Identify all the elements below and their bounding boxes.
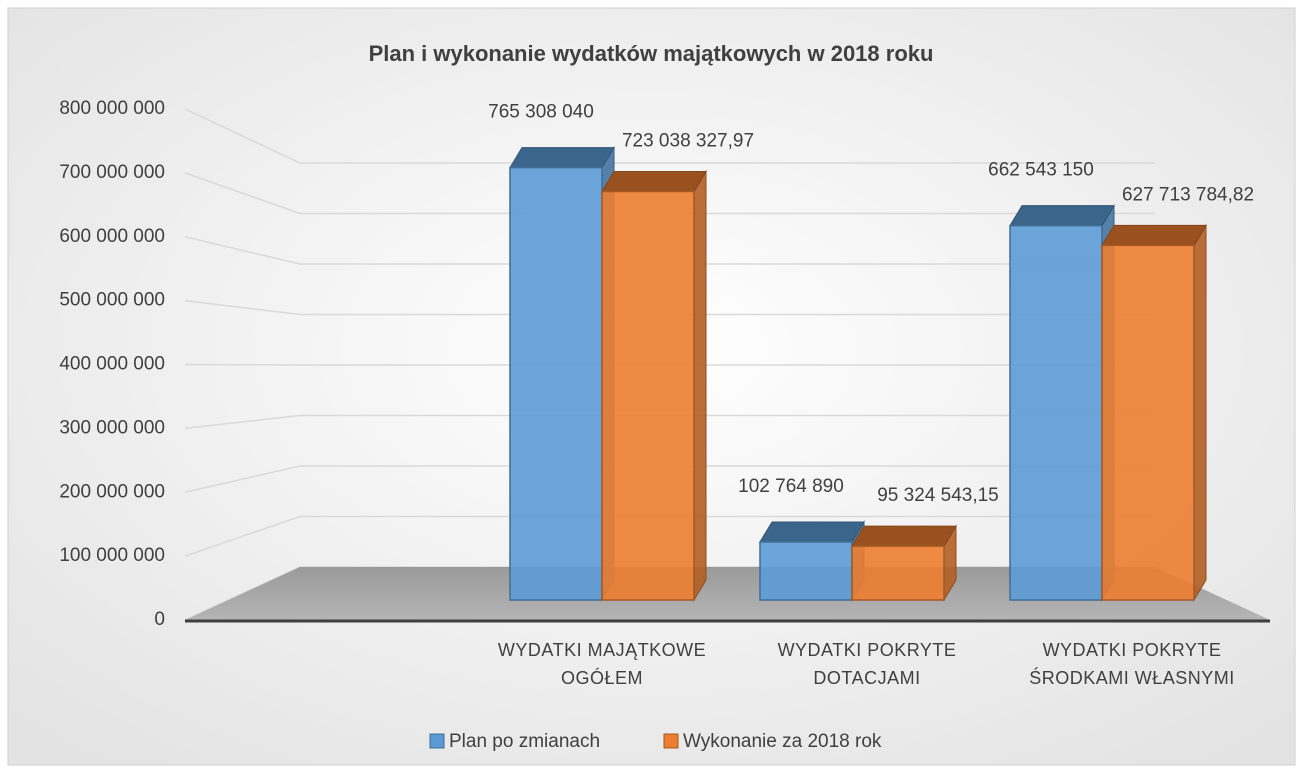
bar-top	[759, 521, 865, 543]
bar	[601, 190, 695, 601]
bar	[759, 541, 853, 601]
grid-line	[184, 172, 1155, 215]
bar-top	[851, 525, 957, 547]
bar	[509, 166, 603, 601]
grid	[184, 108, 1155, 621]
y-tick-label: 300 000 000	[59, 417, 165, 438]
data-label: 765 308 040	[488, 102, 594, 123]
bar-top	[601, 170, 707, 192]
chart-title: Plan i wykonanie wydatków majątkowych w …	[369, 41, 934, 66]
data-label: 95 324 543,15	[877, 485, 999, 506]
bar-side	[693, 169, 707, 602]
y-tick-label: 800 000 000	[59, 98, 165, 119]
y-tick-label: 500 000 000	[59, 290, 165, 311]
legend-swatch	[429, 733, 445, 749]
y-tick-label: 200 000 000	[59, 481, 165, 502]
bar-side	[1193, 223, 1207, 602]
bar-top	[509, 147, 615, 169]
bar-top	[1101, 224, 1207, 246]
y-tick-label: 400 000 000	[59, 354, 165, 375]
data-label: 102 764 890	[738, 476, 844, 497]
y-tick-label: 700 000 000	[59, 162, 165, 183]
legend-label: Wykonanie za 2018 rok	[683, 731, 882, 752]
bar-top	[1009, 205, 1115, 227]
bar	[1009, 224, 1103, 601]
data-label: 662 543 150	[988, 160, 1094, 181]
y-tick-label: 600 000 000	[59, 226, 165, 247]
bar	[1101, 244, 1195, 601]
grid-line	[184, 515, 1155, 557]
y-tick-label: 100 000 000	[59, 545, 165, 566]
y-tick-label: 0	[154, 609, 165, 630]
x-tick-label: WYDATKI POKRYTE ŚRODKAMI WŁASNYMI	[1029, 640, 1235, 688]
floor	[185, 567, 1270, 620]
legend-label: Plan po zmianach	[449, 731, 600, 752]
legend-swatch	[663, 733, 679, 749]
grid-line	[184, 236, 1155, 265]
x-tick-label: WYDATKI POKRYTE DOTACJAMI	[777, 640, 957, 688]
grid-line	[184, 414, 1155, 430]
grid-line	[184, 465, 1155, 493]
bars: 765 308 040 723 038 327,97 102 764 890 95 3…	[488, 102, 1254, 602]
grid-line	[184, 299, 1155, 316]
data-label: 627 713 784,82	[1122, 184, 1254, 205]
grid-line	[184, 108, 1155, 164]
bar	[851, 545, 945, 601]
grid-line	[184, 363, 1155, 366]
x-tick-label: WYDATKI MAJĄTKOWE OGÓŁEM	[497, 640, 707, 688]
legend: Plan po zmianach Wykonanie za 2018 rok	[429, 731, 882, 752]
data-label: 723 038 327,97	[622, 130, 754, 151]
